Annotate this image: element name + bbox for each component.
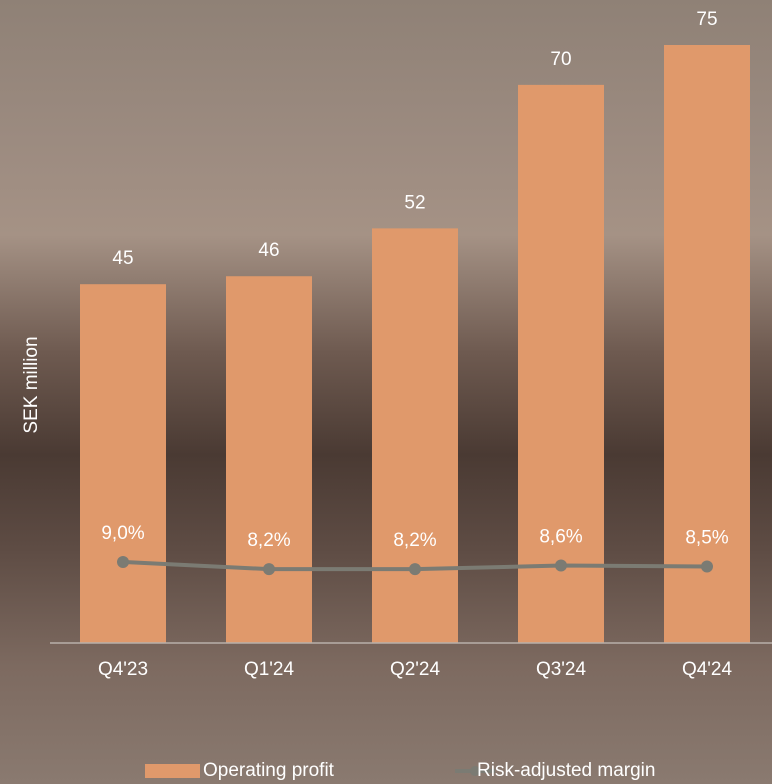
bar [226,276,312,643]
bar [518,84,604,643]
line-point [117,555,129,568]
legend-swatch [145,764,200,778]
line-point [555,559,567,572]
bar-value-label: 70 [550,49,571,70]
bar [80,284,166,643]
y-axis-label: SEK million [21,336,42,433]
bar [372,228,458,644]
line-point [409,563,421,576]
bar [664,45,750,643]
line-point [263,563,275,576]
x-tick-label: Q4'23 [98,659,148,680]
x-tick-label: Q2'24 [390,659,441,680]
line-value-label: 8,6% [539,527,582,548]
bar-value-label: 46 [258,240,279,261]
x-tick-label: Q1'24 [244,659,295,680]
line-value-label: 8,5% [685,527,728,548]
line-value-label: 8,2% [393,530,436,551]
bar-value-label: 52 [404,192,425,213]
legend-label: Operating profit [203,760,335,781]
line-value-label: 8,2% [247,530,290,551]
x-tick-label: Q3'24 [536,659,587,680]
x-tick-label: Q4'24 [682,659,733,680]
bar-value-label: 45 [112,248,133,269]
line-value-label: 9,0% [101,523,144,544]
legend-swatch [470,766,480,776]
bar-value-label: 75 [696,9,717,30]
line-point [701,560,713,573]
legend-label: Risk-adjusted margin [477,760,655,781]
